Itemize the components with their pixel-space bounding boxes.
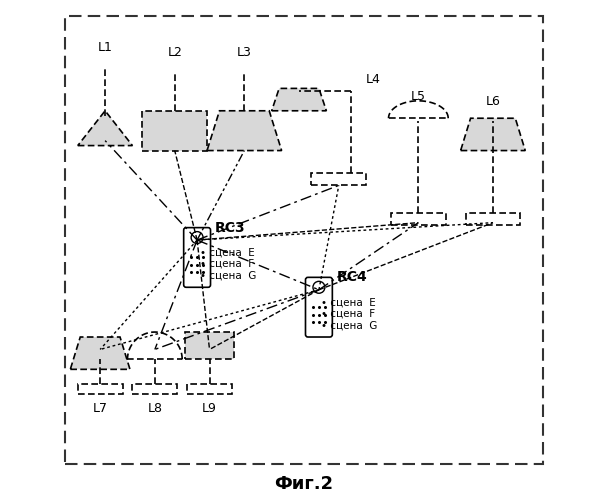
FancyBboxPatch shape [184,228,210,288]
FancyBboxPatch shape [133,384,177,394]
FancyBboxPatch shape [65,16,543,464]
Polygon shape [272,88,326,111]
Text: • сцена  F: • сцена F [322,308,376,318]
FancyBboxPatch shape [185,332,235,359]
Text: • сцена  F: • сцена F [199,259,254,269]
Text: L3: L3 [237,46,252,59]
FancyBboxPatch shape [187,384,232,394]
FancyBboxPatch shape [391,212,446,225]
Text: RC4: RC4 [336,270,367,284]
Polygon shape [207,111,282,150]
Polygon shape [71,337,130,370]
FancyBboxPatch shape [78,384,123,394]
Text: • сцена  E: • сцена E [199,248,254,258]
Text: L4: L4 [366,73,381,86]
Polygon shape [78,111,133,146]
FancyBboxPatch shape [305,278,333,337]
FancyBboxPatch shape [466,212,520,225]
Text: L2: L2 [167,46,182,59]
Polygon shape [461,118,525,150]
FancyBboxPatch shape [142,111,207,150]
Text: L1: L1 [98,40,112,54]
Text: Фиг.2: Фиг.2 [274,474,334,492]
Text: RC3: RC3 [215,220,245,234]
Text: L9: L9 [202,402,217,414]
Text: L5: L5 [411,90,426,104]
Text: • сцена  E: • сцена E [322,297,376,307]
Text: L6: L6 [486,96,500,108]
FancyBboxPatch shape [311,173,366,186]
Text: L8: L8 [147,402,162,414]
Text: • сцена  G: • сцена G [322,320,378,330]
Text: • сцена  G: • сцена G [199,270,256,280]
Text: L7: L7 [92,402,108,414]
